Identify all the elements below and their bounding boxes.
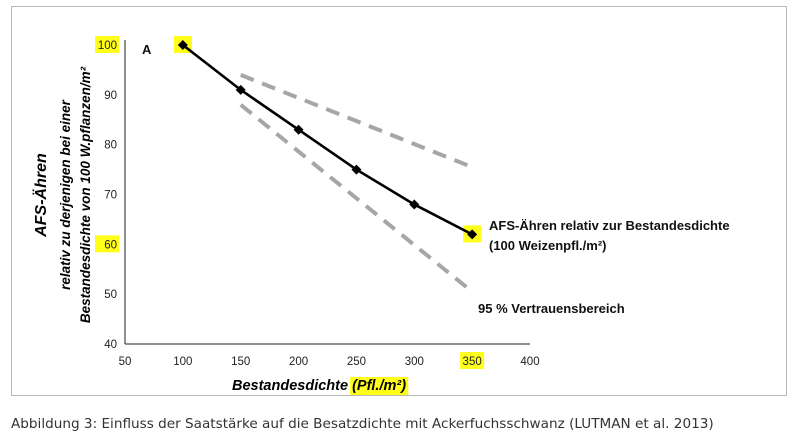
x-tick-label: 50	[119, 356, 132, 368]
y-axis-title-line: AFS-Ähren	[32, 153, 50, 238]
y-tick-label: 60	[104, 239, 117, 251]
x-tick-label: 250	[347, 356, 366, 368]
y-tick-highlight	[95, 235, 119, 253]
y-tick-label: 50	[104, 289, 117, 301]
x-tick-label: 200	[289, 356, 308, 368]
x-tick-label: 300	[405, 356, 424, 368]
y-tick-label: 40	[104, 339, 117, 351]
x-tick-label: 150	[231, 356, 250, 368]
y-tick-label: 100	[98, 40, 117, 52]
x-tick-label: 400	[520, 356, 539, 368]
data-point	[467, 229, 478, 240]
series-annotation: (100 Weizenpfl./m²)	[489, 238, 607, 253]
x-axis-title-unit: (Pfl./m²)	[352, 378, 406, 394]
series-annotation: AFS-Ähren relativ zur Bestandesdichte	[489, 218, 730, 233]
x-axis-title-main: Bestandesdichte	[232, 378, 352, 394]
x-tick-label: 350	[463, 356, 482, 368]
data-point	[235, 84, 246, 95]
y-axis-title-line: relativ zu derjenigen bei einer	[58, 99, 73, 290]
panel-label: A	[142, 42, 152, 57]
y-tick-label: 80	[104, 140, 117, 152]
confidence-band-line	[239, 103, 474, 294]
data-point	[293, 124, 304, 135]
x-axis-title: Bestandesdichte (Pfl./m²)	[232, 378, 406, 394]
confidence-annotation: 95 % Vertrauensbereich	[478, 301, 625, 316]
y-tick-highlight	[95, 36, 119, 53]
data-point	[409, 199, 420, 210]
data-point	[351, 164, 362, 175]
confidence-band-line	[239, 73, 473, 169]
x-tick-label: 100	[173, 356, 192, 368]
x-tick-highlight	[460, 352, 485, 369]
series-line	[182, 43, 473, 236]
y-axis-title-line: Bestandesdichte von 100 W.pflanzen/m²	[78, 66, 93, 323]
figure-caption: Abbildung 3: Einfluss der Saatstärke auf…	[11, 416, 714, 432]
data-point	[177, 40, 188, 50]
chart-frame	[11, 6, 787, 396]
x-axis-title-highlight	[350, 377, 409, 395]
y-tick-label: 90	[104, 90, 117, 102]
y-tick-label: 70	[104, 190, 117, 202]
